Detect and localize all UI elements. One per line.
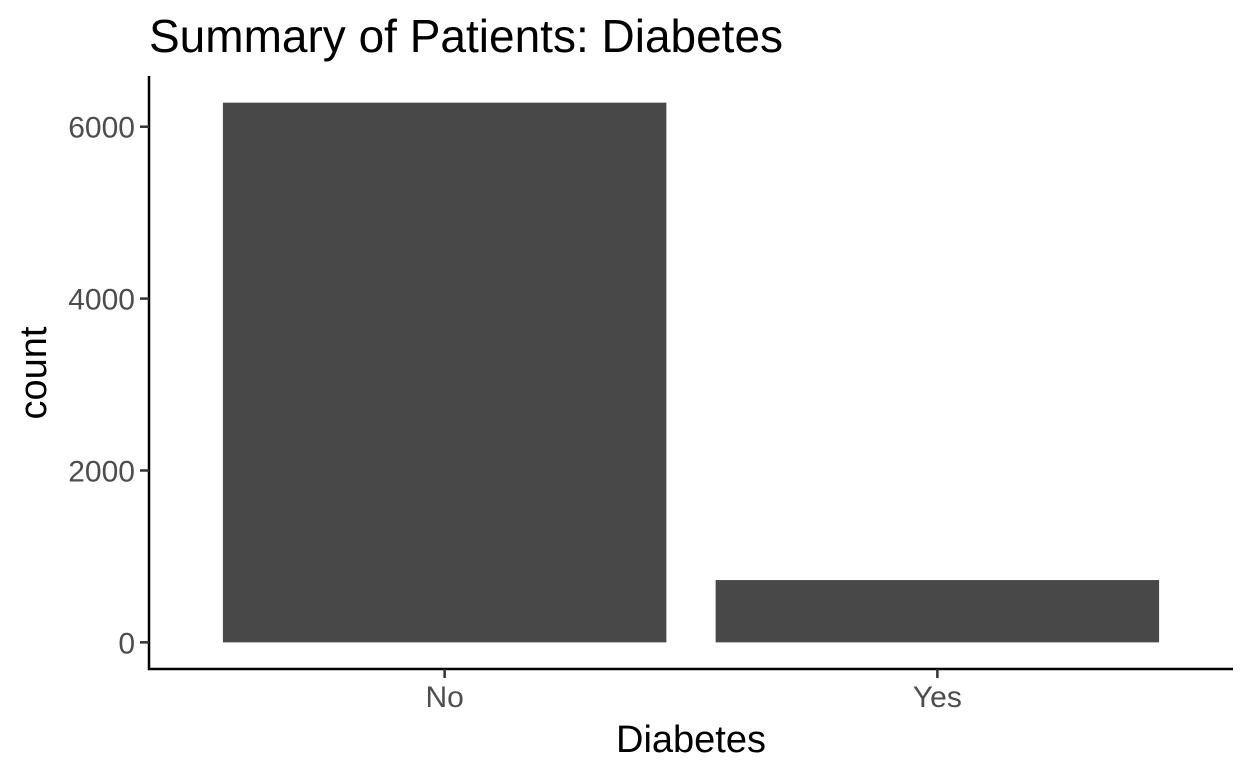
y-axis-ticks: 0 2000 4000 6000 bbox=[68, 112, 149, 660]
bar-no bbox=[222, 102, 667, 643]
y-tick-label: 4000 bbox=[68, 284, 135, 317]
x-axis-ticks: No Yes bbox=[425, 669, 962, 714]
x-tick-label: Yes bbox=[913, 681, 962, 714]
y-tick-label: 0 bbox=[118, 627, 135, 660]
x-axis-title: Diabetes bbox=[616, 719, 766, 761]
x-tick-label: No bbox=[425, 681, 463, 714]
y-tick-label: 6000 bbox=[68, 112, 135, 145]
y-tick-label: 2000 bbox=[68, 455, 135, 488]
plot-area bbox=[222, 102, 1160, 643]
bar-yes bbox=[715, 580, 1160, 643]
chart-title: Summary of Patients: Diabetes bbox=[149, 10, 783, 62]
y-axis-title: count bbox=[13, 326, 55, 419]
